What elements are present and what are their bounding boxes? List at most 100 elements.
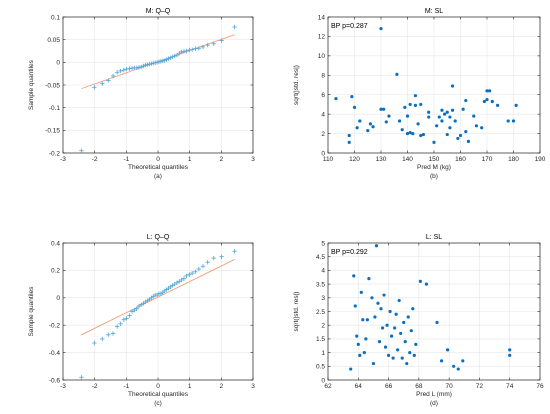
y-tick-label: 4: [321, 268, 325, 275]
data-point: [200, 264, 206, 269]
data-point: [353, 304, 357, 308]
y-axis-label: sqrt(|std. res|): [293, 292, 300, 332]
data-point: [143, 62, 148, 68]
data-point: [181, 49, 187, 54]
data-point: [121, 67, 126, 73]
data-point: [385, 323, 389, 327]
x-tick-label: 64: [355, 383, 363, 390]
data-point: [114, 324, 120, 329]
data-point: [347, 140, 351, 144]
data-point: [352, 274, 356, 278]
data-point: [376, 301, 380, 305]
data-point: [427, 110, 431, 114]
data-point: [359, 290, 363, 294]
data-point: [172, 281, 177, 287]
data-point: [424, 282, 429, 286]
data-point: [408, 351, 412, 355]
data-point: [162, 58, 167, 63]
y-tick-label: 5: [321, 240, 325, 247]
data-point: [106, 78, 111, 83]
data-point: [412, 353, 416, 357]
data-point: [196, 266, 202, 272]
data-point: [139, 64, 144, 70]
x-tick-label: 72: [476, 383, 484, 390]
x-axis-label: Pred L (mm): [416, 391, 452, 398]
data-point: [184, 48, 189, 54]
data-point: [179, 49, 184, 55]
y-tick-label: 2.5: [316, 309, 325, 316]
data-point: [439, 359, 444, 363]
data-point: [158, 59, 164, 64]
chart-title: M: SL: [425, 8, 443, 15]
data-point: [134, 65, 139, 70]
data-point: [399, 331, 403, 336]
data-point: [100, 336, 105, 342]
data-point: [450, 84, 455, 88]
data-point: [371, 361, 376, 366]
data-point: [114, 70, 120, 75]
data-point: [334, 97, 338, 101]
data-point: [472, 114, 476, 118]
data-point: [408, 102, 412, 107]
x-tick-label: -2: [92, 156, 98, 163]
data-point: [400, 356, 404, 360]
data-point: [370, 296, 374, 300]
data-point: [92, 340, 97, 346]
data-point: [388, 309, 392, 314]
y-tick-label: 0: [321, 377, 325, 384]
y-tick-label: 2: [321, 131, 325, 138]
data-point: [181, 276, 187, 281]
data-point: [356, 342, 360, 346]
x-tick-label: 68: [415, 383, 423, 390]
data-point: [485, 97, 489, 102]
data-point: [403, 105, 407, 109]
data-point: [136, 65, 142, 70]
data-point: [211, 41, 216, 46]
x-tick-label: -2: [92, 383, 98, 390]
data-point: [187, 47, 192, 53]
data-point: [445, 132, 449, 137]
data-point: [390, 334, 394, 338]
data-point: [440, 108, 444, 112]
chart-panel-a: -3 -2 -1 0 1 2 3 -0.2 -0.15 -0.1 -0.05 0 0.05 0.1 M: Q…: [28, 8, 255, 180]
x-tick-label: 140: [402, 156, 413, 163]
data-point: [106, 332, 111, 337]
data-point: [396, 348, 400, 352]
data-point: [387, 114, 391, 118]
x-tick-label: 62: [324, 383, 332, 390]
x-tick-label: 70: [446, 383, 454, 390]
data-point: [480, 126, 484, 130]
data-point: [136, 303, 142, 309]
x-tick-label: 74: [506, 383, 514, 390]
data-point: [440, 119, 444, 123]
x-tick-label: 110: [323, 156, 334, 163]
y-tick-label: 2: [321, 323, 325, 330]
chart-panel-c: -3 -2 -1 0 1 2 3 -0.6 -0.4 -0.2 0 0.2 0.4 L: Q–Q Theor…: [28, 234, 255, 407]
figure-caption: (b): [430, 173, 438, 180]
data-point: [196, 46, 202, 51]
annotation-text: BP p=0.287: [331, 23, 368, 30]
data-point: [187, 272, 192, 277]
data-point: [406, 315, 410, 319]
data-point: [453, 119, 457, 123]
data-point: [219, 254, 224, 259]
data-point: [179, 277, 184, 283]
data-point: [450, 108, 455, 112]
data-point: [147, 61, 152, 67]
data-point: [411, 307, 415, 311]
y-tick-label: 3.5: [316, 281, 325, 288]
x-tick-label: -1: [123, 383, 129, 390]
data-point: [129, 66, 135, 71]
data-point: [419, 133, 423, 138]
y-tick-label: -0.05: [45, 82, 60, 89]
y-tick-label: 0.2: [51, 268, 60, 275]
data-point: [367, 277, 371, 281]
data-point: [464, 98, 468, 103]
data-point: [382, 293, 386, 297]
data-point: [456, 367, 460, 371]
data-point: [166, 286, 171, 291]
figure-caption: (c): [154, 400, 162, 407]
data-point: [400, 128, 404, 132]
data-point: [143, 299, 148, 305]
